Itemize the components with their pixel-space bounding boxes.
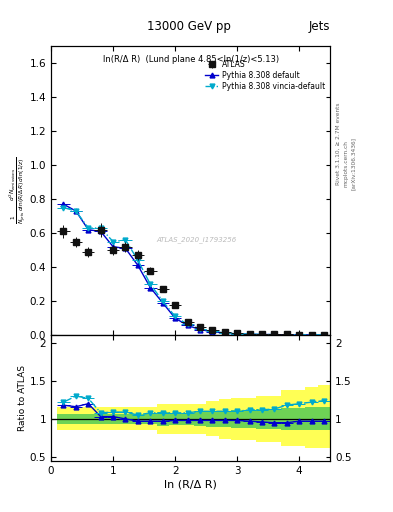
Text: ATLAS_2020_I1793256: ATLAS_2020_I1793256 — [156, 237, 236, 243]
Pythia 8.308 default — [160, 300, 165, 306]
Pythia 8.308 default — [210, 329, 215, 335]
Legend: ATLAS, Pythia 8.308 default, Pythia 8.308 vincia-default: ATLAS, Pythia 8.308 default, Pythia 8.30… — [203, 58, 326, 93]
Pythia 8.308 default — [61, 201, 66, 207]
Pythia 8.308 default — [86, 227, 91, 233]
Pythia 8.308 default — [198, 327, 202, 333]
Pythia 8.308 vincia-default — [210, 328, 215, 334]
Pythia 8.308 vincia-default — [247, 331, 252, 337]
Pythia 8.308 vincia-default — [136, 257, 140, 263]
Pythia 8.308 vincia-default — [309, 332, 314, 338]
Text: [arXiv:1306.3436]: [arXiv:1306.3436] — [351, 137, 356, 190]
Pythia 8.308 vincia-default — [297, 332, 301, 338]
Pythia 8.308 vincia-default — [272, 332, 277, 338]
Pythia 8.308 vincia-default — [198, 326, 202, 332]
Pythia 8.308 vincia-default — [285, 332, 289, 338]
Pythia 8.308 default — [98, 228, 103, 234]
Pythia 8.308 default — [136, 262, 140, 268]
Pythia 8.308 vincia-default — [173, 313, 178, 319]
Pythia 8.308 vincia-default — [259, 331, 264, 337]
Pythia 8.308 vincia-default — [61, 204, 66, 210]
Pythia 8.308 default — [185, 323, 190, 329]
Line: Pythia 8.308 default: Pythia 8.308 default — [61, 202, 326, 337]
Pythia 8.308 default — [309, 332, 314, 338]
Text: ln(R/Δ R)  (Lund plane 4.85<ln(1/z)<5.13): ln(R/Δ R) (Lund plane 4.85<ln(1/z)<5.13) — [103, 55, 279, 64]
Pythia 8.308 default — [259, 331, 264, 337]
Pythia 8.308 default — [173, 315, 178, 321]
Pythia 8.308 vincia-default — [111, 239, 116, 245]
Pythia 8.308 default — [123, 245, 128, 251]
Pythia 8.308 vincia-default — [86, 225, 91, 231]
Pythia 8.308 vincia-default — [123, 237, 128, 243]
Pythia 8.308 default — [222, 330, 227, 336]
Pythia 8.308 default — [297, 332, 301, 338]
Pythia 8.308 vincia-default — [98, 225, 103, 231]
Pythia 8.308 default — [148, 285, 152, 291]
Pythia 8.308 default — [247, 331, 252, 337]
Pythia 8.308 vincia-default — [160, 298, 165, 304]
Line: Pythia 8.308 vincia-default: Pythia 8.308 vincia-default — [61, 205, 326, 337]
Y-axis label: Ratio to ATLAS: Ratio to ATLAS — [18, 365, 27, 431]
Y-axis label: $\frac{1}{N_{jets}}\frac{d^2 N_{emissions}}{d\ln(R/\Delta\,R)\,d\ln(1/z)}$: $\frac{1}{N_{jets}}\frac{d^2 N_{emission… — [8, 157, 28, 224]
Pythia 8.308 vincia-default — [185, 322, 190, 328]
X-axis label: ln (R/Δ R): ln (R/Δ R) — [164, 480, 217, 490]
Pythia 8.308 default — [285, 332, 289, 338]
Text: 13000 GeV pp: 13000 GeV pp — [147, 20, 231, 33]
Pythia 8.308 vincia-default — [321, 332, 326, 338]
Pythia 8.308 default — [272, 332, 277, 338]
Text: Jets: Jets — [309, 20, 330, 33]
Text: mcplots.cern.ch: mcplots.cern.ch — [344, 140, 349, 187]
Pythia 8.308 vincia-default — [235, 331, 239, 337]
Pythia 8.308 default — [235, 331, 239, 337]
Pythia 8.308 default — [321, 332, 326, 338]
Pythia 8.308 vincia-default — [148, 281, 152, 287]
Pythia 8.308 default — [111, 244, 116, 250]
Pythia 8.308 vincia-default — [73, 208, 78, 214]
Pythia 8.308 vincia-default — [222, 330, 227, 336]
Pythia 8.308 default — [73, 208, 78, 214]
Text: Rivet 3.1.10, ≥ 2.7M events: Rivet 3.1.10, ≥ 2.7M events — [336, 102, 341, 185]
